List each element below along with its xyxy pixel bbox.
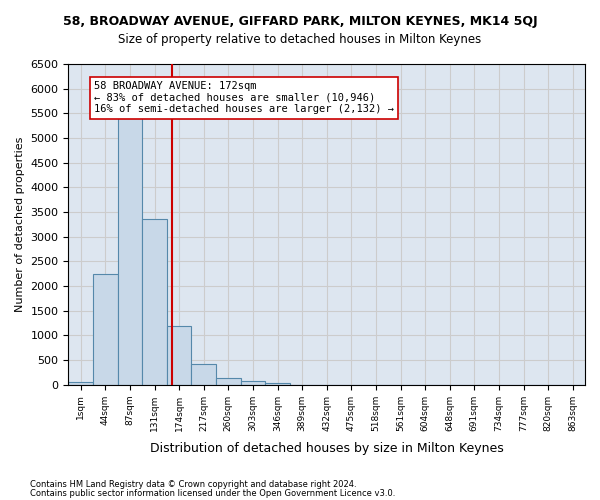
Bar bbox=[68, 382, 93, 385]
Bar bbox=[118, 114, 142, 385]
Text: Contains HM Land Registry data © Crown copyright and database right 2024.: Contains HM Land Registry data © Crown c… bbox=[30, 480, 356, 489]
Bar bbox=[142, 220, 167, 385]
Text: 58, BROADWAY AVENUE, GIFFARD PARK, MILTON KEYNES, MK14 5QJ: 58, BROADWAY AVENUE, GIFFARD PARK, MILTO… bbox=[62, 15, 538, 28]
Text: Contains public sector information licensed under the Open Government Licence v3: Contains public sector information licen… bbox=[30, 490, 395, 498]
Bar bbox=[241, 381, 265, 385]
Bar bbox=[93, 274, 118, 385]
Text: 58 BROADWAY AVENUE: 172sqm
← 83% of detached houses are smaller (10,946)
16% of : 58 BROADWAY AVENUE: 172sqm ← 83% of deta… bbox=[94, 82, 394, 114]
Bar bbox=[265, 384, 290, 385]
Y-axis label: Number of detached properties: Number of detached properties bbox=[15, 136, 25, 312]
Bar bbox=[167, 326, 191, 385]
Text: Size of property relative to detached houses in Milton Keynes: Size of property relative to detached ho… bbox=[118, 32, 482, 46]
X-axis label: Distribution of detached houses by size in Milton Keynes: Distribution of detached houses by size … bbox=[150, 442, 503, 455]
Bar bbox=[216, 378, 241, 385]
Bar bbox=[191, 364, 216, 385]
